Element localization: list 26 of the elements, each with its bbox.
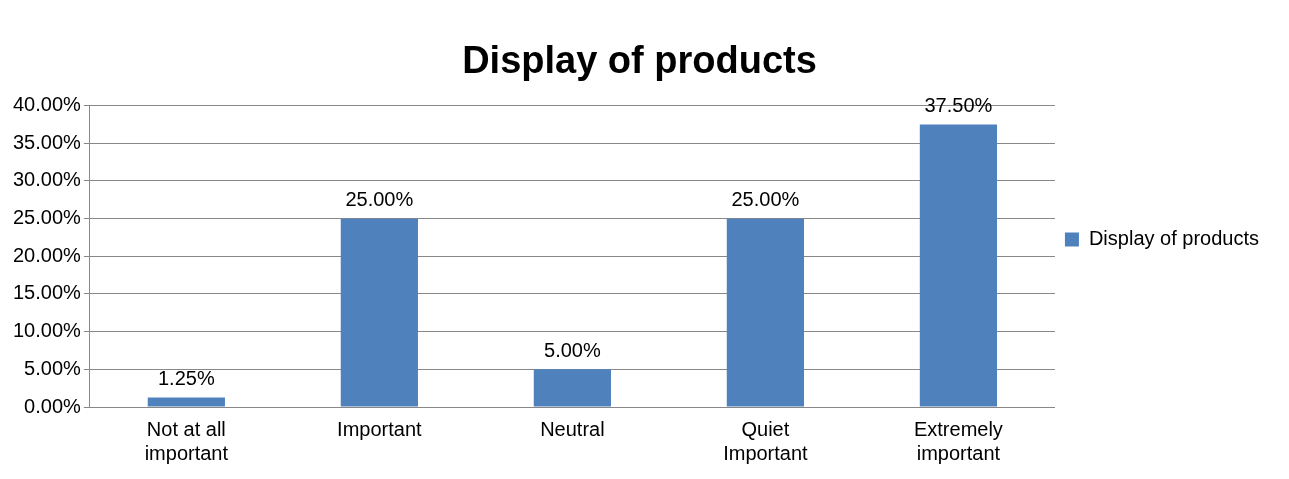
data-label: 37.50% xyxy=(924,93,993,116)
data-label: 1.25% xyxy=(157,367,215,390)
bar xyxy=(340,218,418,407)
x-tick-label: Extremely important xyxy=(913,417,1003,464)
y-tick-label: 15.00% xyxy=(12,281,82,304)
chart-title: Display of products xyxy=(462,39,817,82)
x-tick-label: Not at all important xyxy=(144,417,229,464)
y-tick-label: 25.00% xyxy=(12,206,82,229)
y-tick-label: 40.00% xyxy=(12,93,82,116)
y-tick-label: 0.00% xyxy=(24,394,82,417)
bar xyxy=(919,124,998,407)
data-label: 25.00% xyxy=(731,188,800,211)
y-tick-label: 20.00% xyxy=(12,243,82,266)
y-tick-label: 10.00% xyxy=(12,319,82,342)
y-tick-label: 35.00% xyxy=(12,130,82,153)
x-tick-label: Quiet Important xyxy=(723,417,809,464)
legend-label: Display of products xyxy=(1088,227,1259,250)
y-tick-label: 5.00% xyxy=(24,356,82,379)
data-label: 5.00% xyxy=(544,338,601,361)
bar xyxy=(726,218,804,407)
bar xyxy=(533,369,611,407)
x-tick-label: Important xyxy=(337,417,423,440)
y-tick-label: 30.00% xyxy=(12,168,82,191)
x-tick-label: Neutral xyxy=(540,417,605,440)
data-label: 25.00% xyxy=(345,188,414,211)
bar xyxy=(147,397,225,407)
